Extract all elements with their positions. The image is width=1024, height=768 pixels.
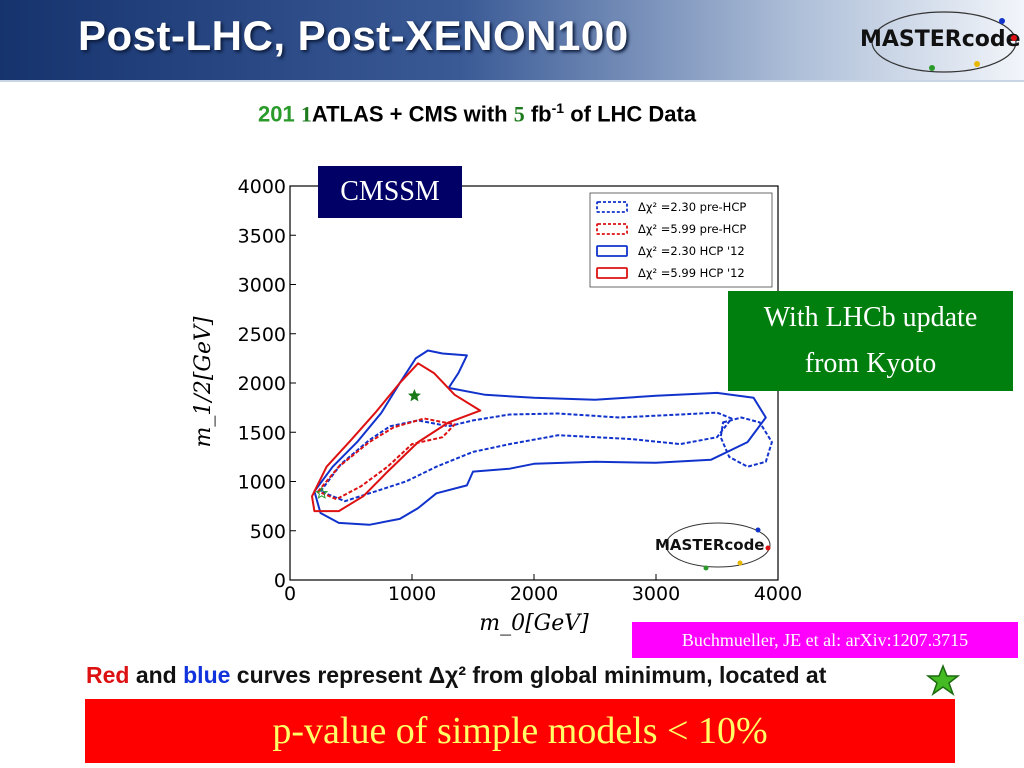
x-axis-label: m_0[GeV] [479,611,589,636]
mastercode-logo: MASTERcode [860,11,1020,73]
legend-box [589,192,773,288]
y-tick-label: 3500 [238,225,286,247]
legend-label-3: Δχ² =5.99 HCP '12 [638,266,745,280]
logo-dot-yellow [974,61,980,67]
inset-logo-dot-red [765,545,771,551]
logo-dot-green [929,65,935,71]
legend-label-0: Δχ² =2.30 pre-HCP [638,200,746,214]
y-axis-ticks: 0 500 1000 1500 2000 2500 3000 3500 4000 [238,176,296,592]
x-tick-label: 1000 [388,583,436,605]
subtitle-lumi-digit: 5 [513,101,525,127]
x-tick-label: 3000 [632,583,680,605]
x-tick-label: 4000 [754,583,802,605]
subtitle-unit-exp: -1 [551,100,565,116]
inset-logo: MASTERcode [655,522,771,571]
contour-series-0-part-1 [719,416,773,468]
green-star-icon [926,664,960,696]
y-tick-label: 3000 [238,275,286,297]
y-tick-label: 500 [250,521,286,543]
page-title: Post-LHC, Post-XENON100 [78,12,629,59]
y-tick-label: 0 [274,570,286,592]
x-tick-label: 0 [284,583,296,605]
header-divider [0,80,1024,82]
subtitle-year-digit: 1 [300,101,312,127]
legend-swatch-3 [596,267,628,279]
legend: Δχ² =2.30 pre-HCP Δχ² =5.99 pre-HCP Δχ² =2… [589,192,773,288]
legend-swatch-2 [596,245,628,257]
subtitle-year-prefix: 201 [258,101,295,127]
legend-swatch-0 [596,201,628,213]
logo-dot-blue [999,18,1005,24]
model-label-box: CMSSM [318,166,462,218]
contour-series-1-part-0 [317,417,456,501]
conclusion-banner: p-value of simple models < 10% [85,699,955,763]
y-tick-label: 2000 [238,373,286,395]
best-fit-star-marker-0 [407,388,421,402]
header-bar: Post-LHC, Post-XENON100 MASTERcode [0,0,1024,80]
y-axis-label: m_1/2[GeV] [191,316,216,447]
caption-blue-word: blue [183,662,231,688]
caption-rest: curves represent Δχ² from global minimum… [236,662,827,688]
legend-swatch-1 [596,223,628,235]
contour-lines [311,349,773,526]
caption-line: Red and blue curves represent Δχ² from g… [86,662,826,689]
slide-subtitle: 201 1ATLAS + CMS with 5 fb-1 of LHC Data [258,100,696,127]
legend-label-1: Δχ² =5.99 pre-HCP [638,222,746,236]
lhcb-line-2: from Kyoto [804,348,937,379]
logo-dot-red [1011,35,1017,41]
caption-and: and [135,662,177,688]
inset-logo-dot-green [703,565,709,571]
best-fit-star-marker-1 [315,486,329,499]
inset-logo-dot-yellow [737,560,743,566]
y-tick-label: 1500 [238,422,286,444]
subtitle-main: ATLAS + CMS with [311,101,508,127]
y-tick-label: 1000 [238,472,286,494]
contour-series-3-part-0 [311,362,482,513]
subtitle-suffix: of LHC Data [570,101,697,127]
y-tick-label: 2500 [238,324,286,346]
x-axis-ticks: 0 1000 2000 3000 4000 [284,574,802,605]
best-fit-markers [315,388,421,499]
lhcb-update-box: With LHCb update from Kyoto [728,291,1013,391]
contour-series-2-part-0 [313,349,767,526]
logo-text: MASTERcode [860,27,1020,52]
caption-red-word: Red [86,662,130,688]
legend-label-2: Δχ² =2.30 HCP '12 [638,244,745,258]
inset-logo-text: MASTERcode [655,536,764,554]
citation-box: Buchmueller, JE et al: arXiv:1207.3715 [632,622,1018,658]
lhcb-line-1: With LHCb update [763,302,978,333]
x-tick-label: 2000 [510,583,558,605]
inset-logo-dot-blue [755,527,761,533]
y-tick-label: 4000 [238,176,286,198]
subtitle-unit: fb [530,101,552,127]
